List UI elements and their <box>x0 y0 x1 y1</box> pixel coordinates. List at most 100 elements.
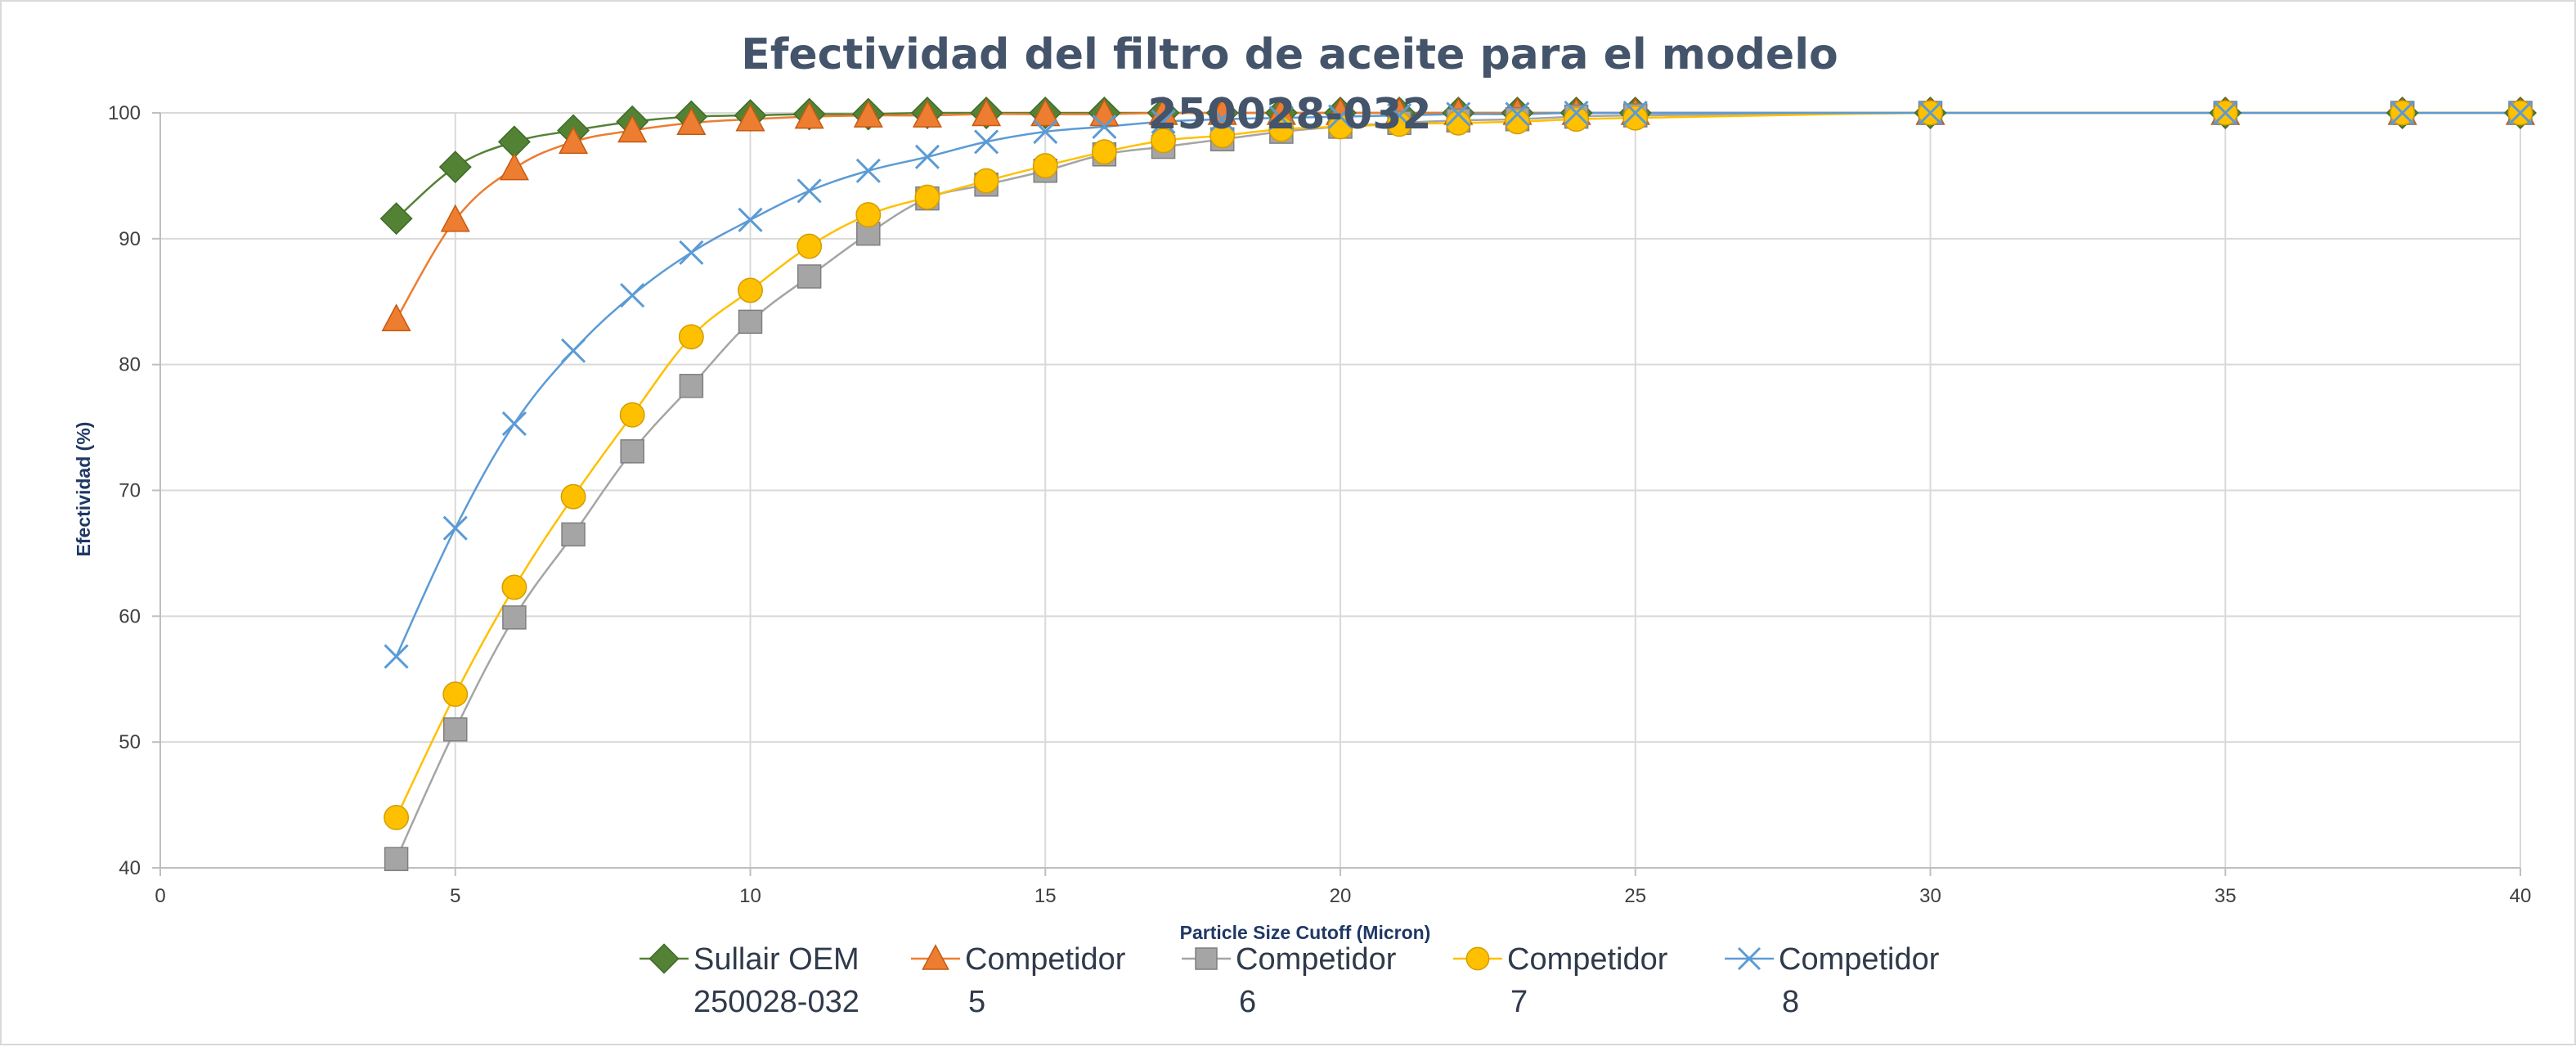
legend-label-line-1: Competidor <box>1779 942 1940 977</box>
legend-item-2: Competidor 5 <box>911 942 1126 1019</box>
legend-marker <box>648 943 680 974</box>
data-point-series-5 <box>1209 106 1235 132</box>
data-point-series-4 <box>973 168 999 194</box>
chart-text: Efectividad del filtro de aceite para el… <box>73 30 1838 943</box>
data-point-series-5 <box>1033 119 1058 145</box>
data-point-series-5 <box>797 178 822 204</box>
series-markers <box>379 97 2537 871</box>
legend: Sullair OEM250028-032Competidor5Competid… <box>640 942 1940 1019</box>
data-point-series-5 <box>442 515 468 541</box>
x-tick-label: 25 <box>1624 885 1646 907</box>
data-point-series-2 <box>617 115 648 143</box>
data-point-series-5-stroke <box>501 411 527 437</box>
data-point-series-5-stroke <box>974 129 999 155</box>
data-point-series-5-stroke <box>855 158 881 183</box>
data-point-series-5 <box>501 411 527 437</box>
legend-label-line-2: 7 <box>1510 985 1528 1019</box>
data-point-series-3 <box>384 847 409 871</box>
data-point-series-5-stroke <box>1033 119 1058 145</box>
data-point-series-2 <box>794 101 824 129</box>
data-point-series-5 <box>2390 100 2415 126</box>
data-point-series-4 <box>678 324 704 350</box>
legend-label-line-2: 250028-032 <box>693 985 859 1019</box>
data-point-series-5-stroke <box>2390 100 2415 126</box>
x-tick-label: 35 <box>2215 885 2237 907</box>
data-point-series-5 <box>1327 104 1353 129</box>
x-tick-label: 30 <box>1919 885 1941 907</box>
data-point-series-5-stroke <box>738 207 763 232</box>
data-point-series-1 <box>379 202 413 236</box>
data-point-series-5 <box>1092 114 1117 139</box>
data-point-series-5-stroke <box>442 515 468 541</box>
data-point-series-4 <box>1032 153 1058 179</box>
data-point-series-5 <box>1151 109 1176 134</box>
y-tick-label: 70 <box>119 480 141 502</box>
y-tick-label: 100 <box>108 102 141 124</box>
data-point-series-5 <box>384 644 409 669</box>
data-point-series-5 <box>1918 100 1943 126</box>
legend-marker <box>1465 946 1490 971</box>
data-point-series-3 <box>443 717 468 742</box>
legend-item-1: Sullair OEM 250028-032 <box>640 942 859 1019</box>
legend-label-line-2: 6 <box>1239 985 1256 1019</box>
chart-title-line-1: Efectividad del filtro de aceite para el… <box>741 30 1838 79</box>
data-point-series-2 <box>1148 97 1178 125</box>
data-point-series-4 <box>1386 111 1412 137</box>
data-point-series-5 <box>1505 101 1530 127</box>
data-point-series-1 <box>438 151 472 184</box>
x-tick-label: 0 <box>155 885 165 907</box>
data-point-series-5-stroke <box>1622 100 1648 126</box>
data-point-series-4 <box>738 277 763 303</box>
data-point-series-5-stroke <box>914 144 940 169</box>
data-point-series-3 <box>502 605 527 630</box>
data-point-series-4 <box>560 483 586 510</box>
data-point-series-5-stroke <box>1209 106 1235 132</box>
data-point-series-5 <box>1564 100 1589 126</box>
legend-marker <box>1195 947 1218 970</box>
gridlines <box>160 112 2521 868</box>
legend-marker-stroke <box>1737 946 1761 971</box>
data-point-series-5-stroke <box>1327 104 1353 129</box>
x-tick-label: 20 <box>1330 885 1352 907</box>
data-point-series-5-stroke <box>1268 106 1294 131</box>
x-tick-label: 40 <box>2510 885 2532 907</box>
data-point-series-5-stroke <box>1151 109 1176 134</box>
data-point-series-5 <box>620 282 645 308</box>
legend-label-line-1: Sullair OEM <box>693 942 859 977</box>
legend-label-line-1: Competidor <box>1236 942 1397 977</box>
data-point-series-5 <box>1387 103 1412 128</box>
x-tick-label: 15 <box>1034 885 1057 907</box>
data-point-series-4 <box>1622 105 1649 131</box>
data-point-series-5 <box>914 144 940 169</box>
data-point-series-5-stroke <box>2507 100 2533 126</box>
data-point-series-4 <box>501 574 527 600</box>
data-point-series-5-stroke <box>384 644 409 669</box>
data-point-series-5-stroke <box>560 338 586 363</box>
data-point-series-5-stroke <box>797 178 822 204</box>
data-point-series-5 <box>679 240 704 265</box>
data-point-series-3 <box>620 439 644 464</box>
data-point-series-4 <box>1505 109 1530 135</box>
series-line-3 <box>395 111 2520 860</box>
data-point-series-5 <box>1622 100 1648 126</box>
axes <box>152 112 2521 876</box>
data-point-series-2 <box>1030 98 1061 127</box>
series-line-4 <box>395 111 2520 819</box>
data-point-series-2 <box>912 99 943 128</box>
tick-labels: 40 50 60 70 80 90 100 0 5 10 15 20 25 30 35 40 <box>108 102 2531 907</box>
data-point-series-5 <box>560 338 586 363</box>
series-line-2 <box>395 111 2520 320</box>
data-point-series-4 <box>1209 123 1236 149</box>
data-point-series-5-stroke <box>620 282 645 308</box>
data-point-series-4 <box>1327 114 1353 140</box>
data-point-series-4 <box>797 233 823 259</box>
data-point-series-3 <box>738 309 763 335</box>
x-axis-title: Particle Size Cutoff (Micron) <box>1180 922 1431 943</box>
y-tick-label: 40 <box>119 857 141 879</box>
legend-label-line-1: Competidor <box>965 942 1126 977</box>
data-point-series-2 <box>853 99 883 128</box>
legend-marker <box>922 944 949 970</box>
data-point-series-5 <box>738 207 763 232</box>
